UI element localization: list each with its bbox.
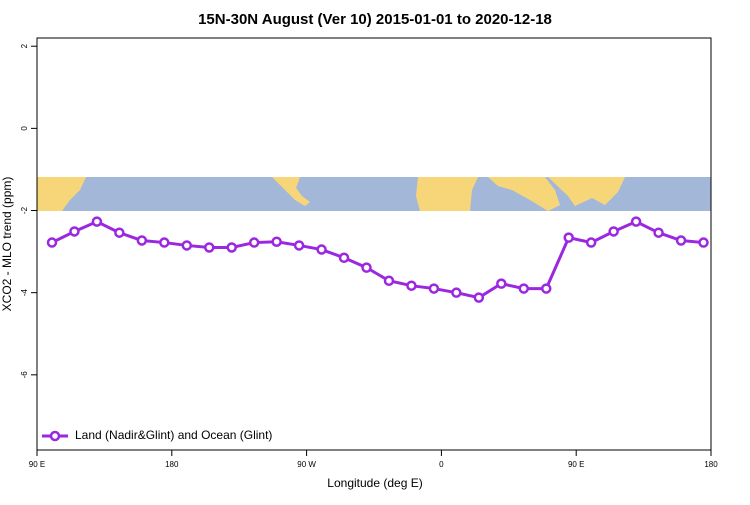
series-line bbox=[51, 219, 704, 300]
data-point bbox=[675, 235, 687, 246]
data-point bbox=[226, 242, 237, 253]
data-point bbox=[383, 275, 395, 287]
x-tick-label: 90 E bbox=[568, 460, 584, 469]
data-point bbox=[428, 283, 440, 294]
x-tick-label: 90 E bbox=[29, 460, 45, 469]
data-point bbox=[630, 216, 642, 227]
data-point bbox=[361, 262, 372, 273]
data-point bbox=[496, 278, 507, 289]
x-tick-label: 90 W bbox=[297, 460, 316, 469]
data-point bbox=[293, 240, 305, 251]
data-point bbox=[451, 287, 462, 298]
data-point bbox=[540, 283, 552, 294]
x-axis-label: Longitude (deg E) bbox=[327, 476, 422, 490]
data-point bbox=[316, 244, 327, 255]
data-point bbox=[91, 216, 103, 227]
x-tick-label: 180 bbox=[165, 460, 179, 469]
data-point bbox=[248, 237, 260, 248]
map-strip bbox=[37, 177, 711, 211]
y-tick-label: -4 bbox=[20, 289, 29, 297]
data-point bbox=[473, 292, 485, 303]
data-point bbox=[46, 237, 58, 248]
plot-frame bbox=[36, 37, 712, 451]
data-point bbox=[136, 235, 148, 246]
x-tick-label: 0 bbox=[439, 460, 444, 469]
y-axis-label: XCO2 - MLO trend (ppm) bbox=[0, 177, 14, 312]
y-tick-label: -6 bbox=[20, 371, 29, 379]
y-tick-label: 2 bbox=[20, 43, 29, 48]
data-point bbox=[518, 283, 530, 294]
data-point bbox=[114, 227, 125, 238]
x-tick-label: 180 bbox=[704, 460, 718, 469]
data-point bbox=[338, 252, 350, 264]
chart-title: 15N-30N August (Ver 10) 2015-01-01 to 20… bbox=[198, 11, 552, 28]
data-point bbox=[653, 227, 664, 238]
data-point bbox=[159, 237, 170, 248]
data-point bbox=[698, 237, 709, 248]
data-point bbox=[181, 240, 193, 251]
data-point bbox=[203, 242, 215, 253]
y-tick-label: 0 bbox=[20, 126, 29, 131]
data-point bbox=[69, 226, 80, 237]
legend-marker bbox=[49, 430, 61, 442]
data-point bbox=[406, 280, 417, 291]
data-point bbox=[563, 232, 574, 243]
legend-label: Land (Nadir&Glint) and Ocean (Glint) bbox=[75, 428, 272, 442]
data-point bbox=[608, 226, 619, 237]
data-point bbox=[585, 237, 597, 248]
data-point bbox=[271, 236, 282, 247]
y-tick-label: -2 bbox=[20, 206, 29, 214]
